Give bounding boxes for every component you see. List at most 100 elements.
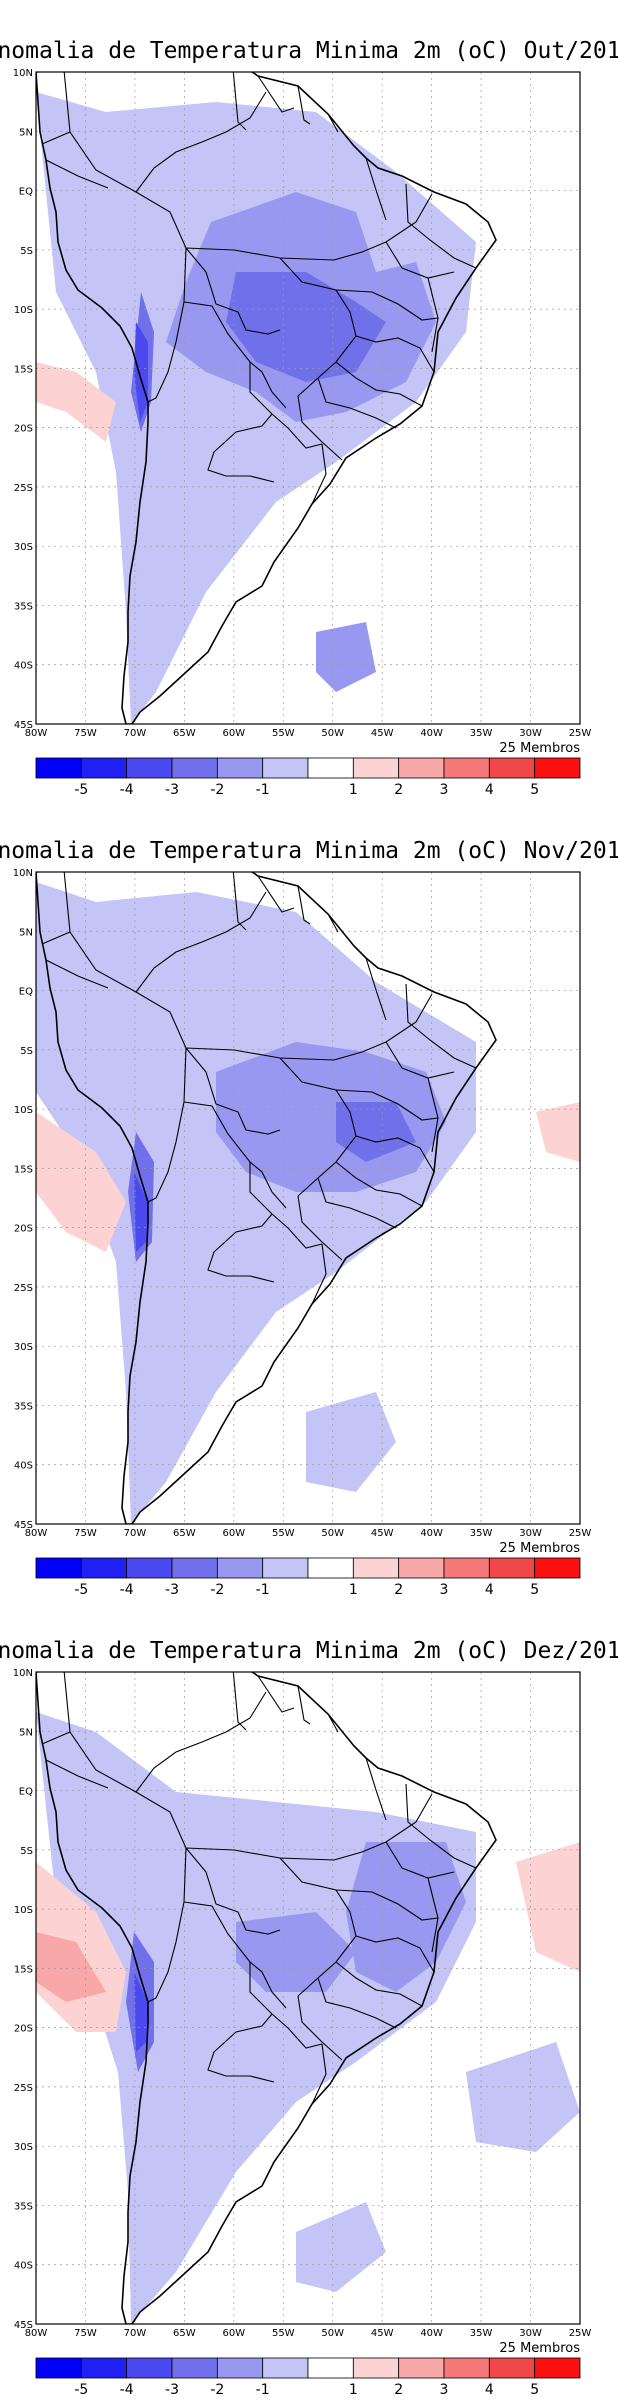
colorbar-swatch <box>171 2357 218 2379</box>
lon-tick-label: 45W <box>371 2328 394 2339</box>
colorbar-swatch <box>262 757 309 779</box>
colorbar-swatch <box>488 2357 536 2379</box>
lat-tick-label: 20S <box>14 424 33 435</box>
lon-tick-label: 35W <box>470 2328 493 2339</box>
lon-tick-label: 40W <box>420 1528 443 1539</box>
colorbar-tick-label: 3 <box>440 782 449 798</box>
anomaly-region <box>536 1102 580 1162</box>
lat-tick-label: 25S <box>14 2083 33 2094</box>
colorbar-tick-label: 4 <box>485 782 494 798</box>
anomaly-region <box>36 362 116 442</box>
colorbar-swatch <box>307 1557 354 1579</box>
lat-tick-label: 45S <box>14 2320 33 2331</box>
lat-tick-label: 5N <box>19 927 33 938</box>
lat-tick-label: 45S <box>14 720 33 731</box>
anomaly-region <box>36 1932 106 2002</box>
lat-tick-label: 15S <box>14 364 33 375</box>
lon-tick-label: 40W <box>420 728 443 739</box>
map-frame <box>35 71 581 725</box>
colorbar-tick-label: 1 <box>349 782 358 798</box>
colorbar-tick-label: -5 <box>74 1582 88 1598</box>
colorbar-tick-label: 5 <box>530 782 539 798</box>
colorbar-swatch <box>216 757 264 779</box>
colorbar-tick-label: -4 <box>120 1582 134 1598</box>
lat-tick-label: 5N <box>19 1727 33 1738</box>
map-layer <box>36 1672 580 2324</box>
colorbar-swatch <box>216 1557 264 1579</box>
lon-tick-label: 70W <box>124 2328 147 2339</box>
lon-tick-label: 45W <box>371 1528 394 1539</box>
map-area <box>36 872 580 1524</box>
anomaly-region <box>226 272 386 382</box>
lat-tick-label: 15S <box>14 1164 33 1175</box>
lon-tick-label: 70W <box>124 728 147 739</box>
land-shading <box>36 882 580 1524</box>
colorbar-swatch <box>352 2357 400 2379</box>
colorbar: -5 -4 -3 -2 -1 1 2 3 4 5 <box>35 2357 581 2398</box>
map-area <box>36 72 580 724</box>
map-title: Anomalia de Temperatura Minima 2m (oC) N… <box>0 838 618 864</box>
lat-tick-label: 5N <box>19 127 33 138</box>
lat-tick-label: 35S <box>14 601 33 612</box>
anomaly-region <box>216 1042 446 1192</box>
lat-tick-label: 5S <box>20 1846 33 1857</box>
colorbar-tick-label: 5 <box>530 2382 539 2398</box>
lon-tick-label: 55W <box>272 728 295 739</box>
colorbar-swatch <box>443 757 490 779</box>
lon-tick-label: 65W <box>173 2328 196 2339</box>
lon-tick-label: 55W <box>272 1528 295 1539</box>
lon-tick-label: 25W <box>569 728 592 739</box>
colorbar-tick-label: -3 <box>165 1582 179 1598</box>
lat-tick-label: 40S <box>14 661 33 672</box>
lon-tick-label: 35W <box>470 728 493 739</box>
lon-tick-label: 25W <box>569 2328 592 2339</box>
colorbar-tick-label: 4 <box>485 2382 494 2398</box>
colorbar-tick-label: -1 <box>256 782 270 798</box>
anomaly-region <box>306 1392 396 1492</box>
colorbar-tick-label: -4 <box>120 2382 134 2398</box>
map-title: Anomalia de Temperatura Minima 2m (oC) O… <box>0 38 618 64</box>
colorbar-tick-label: -3 <box>165 2382 179 2398</box>
colorbar-tick-label: -2 <box>210 2382 224 2398</box>
lat-tick-label: 35S <box>14 2201 33 2212</box>
land-shading <box>36 1712 580 2324</box>
colorbar-swatch <box>488 757 536 779</box>
lon-tick-label: 75W <box>74 1528 97 1539</box>
colorbar-swatch <box>216 2357 264 2379</box>
colorbar-swatch <box>80 1557 128 1579</box>
colorbar-tick-label: -2 <box>210 782 224 798</box>
colorbar-tick-label: -5 <box>74 782 88 798</box>
colorbar-swatch <box>534 1557 581 1579</box>
members-note: 25 Membros <box>499 741 580 756</box>
colorbar-swatch <box>262 1557 309 1579</box>
colorbar-swatch <box>352 1557 400 1579</box>
map-frame <box>35 871 581 1525</box>
lon-tick-label: 80W <box>25 1528 48 1539</box>
anomaly-region <box>236 1912 356 1992</box>
colorbar-tick-label: -1 <box>256 1582 270 1598</box>
lon-tick-label: 45W <box>371 728 394 739</box>
lon-tick-label: 30W <box>519 728 542 739</box>
colorbar-tick-label: -1 <box>256 2382 270 2398</box>
colorbar-swatch <box>443 1557 490 1579</box>
lat-tick-label: 40S <box>14 1461 33 1472</box>
members-note: 25 Membros <box>499 2341 580 2356</box>
lat-tick-label: 5S <box>20 1046 33 1057</box>
colorbar-tick-label: 3 <box>440 1582 449 1598</box>
anomaly-region <box>36 1112 126 1252</box>
colorbar-tick-label: 3 <box>440 2382 449 2398</box>
anomaly-region <box>36 882 476 1524</box>
lat-tick-label: 25S <box>14 1283 33 1294</box>
lon-tick-label: 65W <box>173 728 196 739</box>
colorbar-swatch <box>126 1557 173 1579</box>
anomaly-region <box>336 1102 416 1162</box>
colorbar-tick-label: -4 <box>120 782 134 798</box>
gridlines <box>36 1672 580 2324</box>
colorbar-swatch <box>35 2357 82 2379</box>
colorbar-swatch <box>262 2357 309 2379</box>
map-panel-dez: Anomalia de Temperatura Minima 2m (oC) D… <box>0 1638 618 2398</box>
lat-tick-label: 45S <box>14 1520 33 1531</box>
colorbar-swatch <box>126 2357 173 2379</box>
lon-tick-label: 80W <box>25 728 48 739</box>
colorbar-swatch <box>443 2357 490 2379</box>
